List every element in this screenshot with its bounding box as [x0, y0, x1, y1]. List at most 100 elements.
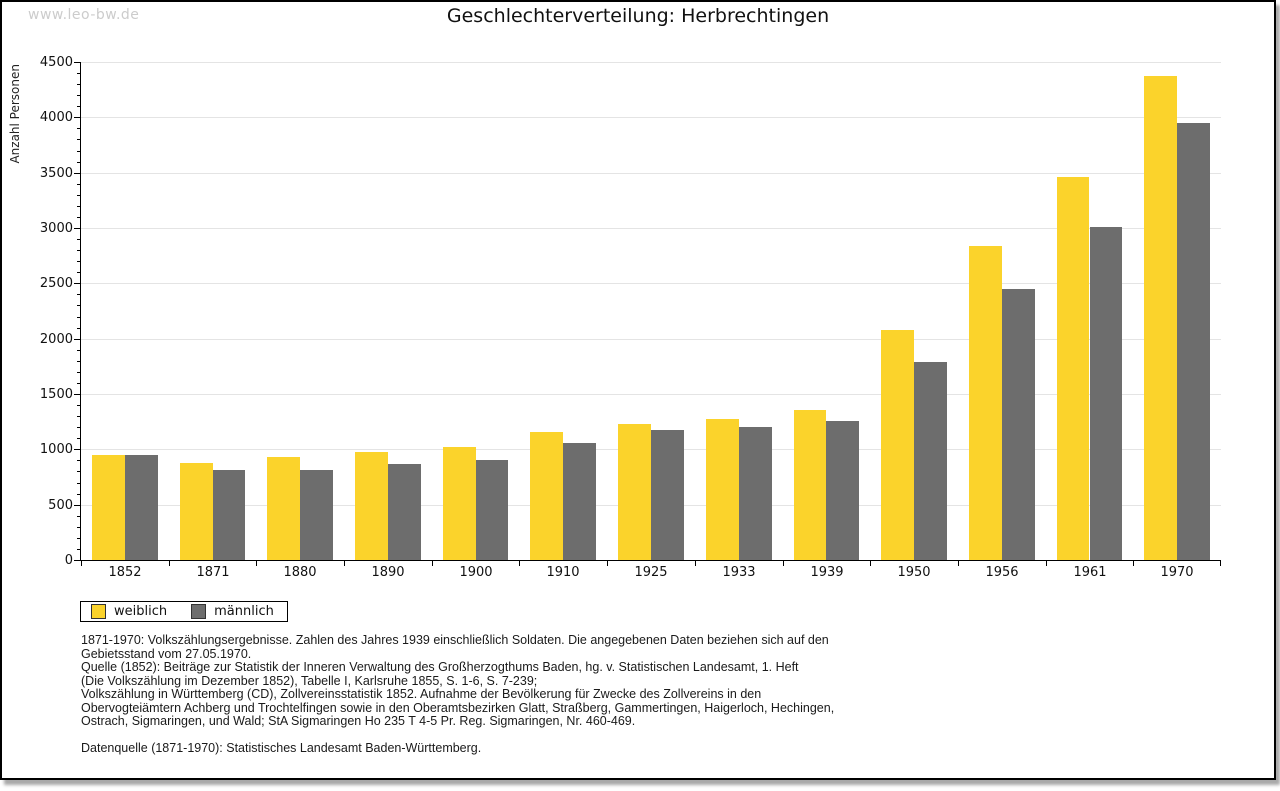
bar-männlich-1890	[387, 464, 421, 560]
gridline	[81, 117, 1221, 118]
bar-weiblich-1900	[442, 446, 476, 560]
bar-weiblich-1950	[881, 330, 915, 560]
y-minor-tick	[77, 95, 81, 96]
y-minor-tick	[77, 84, 81, 85]
y-tick-label: 1500	[39, 387, 73, 402]
source-note-line: (Die Volkszählung im Dezember 1852), Tab…	[81, 673, 538, 688]
plot-area: 0 500 1000 1500 2000 2500 3000 3500 4000 4500 1852…	[40, 55, 1221, 580]
x-tick	[432, 561, 433, 566]
bar-weiblich-1925	[618, 424, 651, 560]
gridline	[81, 62, 1221, 63]
source-note-line: Obervogteiämtern Achberg und Trochtelfin…	[81, 700, 835, 715]
y-major-tick	[74, 228, 81, 229]
y-major-tick	[74, 339, 81, 340]
y-tick-label: 0	[64, 553, 73, 568]
x-tick	[169, 561, 170, 566]
y-minor-tick	[77, 516, 81, 517]
y-minor-tick	[77, 361, 81, 362]
legend: weiblich männlich	[80, 601, 288, 622]
y-minor-tick	[77, 549, 81, 550]
x-tick	[81, 561, 82, 566]
bar-männlich-1970	[1177, 122, 1211, 560]
legend-item-maennlich: männlich	[191, 604, 274, 619]
y-minor-tick	[77, 272, 81, 273]
x-tick-label: 1956	[985, 565, 1019, 580]
bar-weiblich-1970	[1144, 76, 1178, 560]
y-minor-tick	[77, 217, 81, 218]
x-tick-label: 1910	[546, 565, 580, 580]
x-tick	[607, 561, 608, 566]
legend-label-weiblich: weiblich	[114, 604, 168, 619]
y-major-tick	[74, 560, 81, 561]
y-minor-tick	[77, 538, 81, 539]
y-major-tick	[74, 394, 81, 395]
y-minor-tick	[77, 162, 81, 163]
y-minor-tick	[77, 405, 81, 406]
bar-männlich-1950	[914, 361, 947, 560]
y-minor-tick	[77, 294, 81, 295]
y-minor-tick	[77, 73, 81, 74]
x-tick-label: 1961	[1073, 565, 1107, 580]
bar-männlich-1910	[563, 442, 597, 560]
x-tick-label: 1890	[371, 565, 405, 580]
bar-männlich-1871	[212, 470, 246, 560]
gridline	[81, 173, 1221, 174]
y-major-tick	[74, 505, 81, 506]
y-tick-label: 4000	[39, 110, 73, 125]
source-note-line: Quelle (1852): Beiträge zur Statistik de…	[81, 660, 799, 674]
bar-männlich-1956	[1001, 288, 1035, 560]
y-minor-tick	[77, 438, 81, 439]
y-minor-tick	[77, 239, 81, 240]
bar-männlich-1900	[475, 460, 509, 560]
y-minor-tick	[77, 372, 81, 373]
y-minor-tick	[77, 494, 81, 495]
gridline	[81, 283, 1221, 284]
y-minor-tick	[77, 184, 81, 185]
y-tick-label: 2000	[39, 332, 73, 347]
source-note-line	[81, 729, 1061, 743]
y-major-tick	[74, 62, 81, 63]
bar-weiblich-1933	[705, 418, 739, 560]
bar-männlich-1961	[1089, 227, 1123, 560]
x-tick-label: 1970	[1160, 565, 1194, 580]
y-tick-label: 3500	[39, 166, 73, 181]
bar-weiblich-1961	[1056, 177, 1090, 560]
source-note-line: Gebietsstand vom 27.05.1970.	[81, 646, 252, 661]
x-tick-label: 1933	[722, 565, 756, 580]
y-minor-tick	[77, 317, 81, 318]
bar-weiblich-1890	[355, 452, 388, 560]
y-tick-label: 4500	[39, 55, 73, 70]
x-tick-label: 1852	[108, 565, 142, 580]
legend-item-weiblich: weiblich	[91, 604, 167, 619]
x-tick	[1220, 561, 1221, 566]
x-tick	[256, 561, 257, 566]
bar-weiblich-1956	[968, 246, 1002, 560]
source-note-line: Volkszählung in Württemberg (CD), Zollve…	[81, 687, 762, 701]
gridline	[81, 228, 1221, 229]
y-minor-tick	[77, 350, 81, 351]
gridline	[81, 394, 1221, 395]
x-tick-label: 1871	[196, 565, 230, 580]
y-minor-tick	[77, 527, 81, 528]
y-minor-tick	[77, 416, 81, 417]
x-tick-label: 1925	[634, 565, 668, 580]
y-minor-tick	[77, 471, 81, 472]
bar-weiblich-1852	[92, 454, 125, 560]
bar-männlich-1925	[651, 430, 684, 560]
bar-männlich-1939	[826, 421, 860, 560]
x-tick	[1046, 561, 1047, 566]
y-minor-tick	[77, 139, 81, 140]
y-major-tick	[74, 449, 81, 450]
y-minor-tick	[77, 261, 81, 262]
y-minor-tick	[77, 427, 81, 428]
bar-männlich-1880	[300, 469, 334, 560]
source-note-line: 1871-1970: Volkszählungsergebnisse. Zahl…	[81, 633, 829, 647]
y-tick-label: 500	[48, 498, 73, 513]
y-minor-tick	[77, 206, 81, 207]
chart-title: Geschlechterverteilung: Herbrechtingen	[446, 5, 830, 27]
y-major-tick	[74, 173, 81, 174]
y-minor-tick	[77, 195, 81, 196]
gridline	[81, 339, 1221, 340]
y-minor-tick	[77, 383, 81, 384]
